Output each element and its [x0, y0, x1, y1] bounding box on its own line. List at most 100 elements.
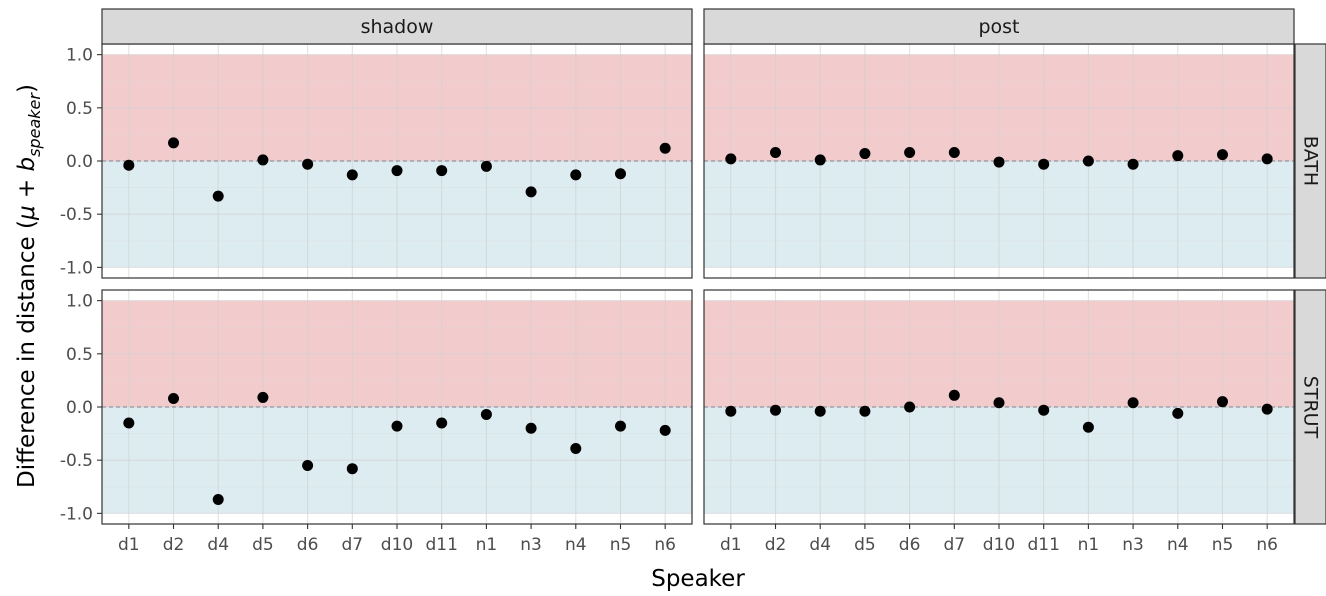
- data-point-n4: [1172, 407, 1184, 419]
- data-point-d10: [993, 397, 1005, 409]
- data-point-d11: [436, 165, 448, 177]
- x-tick-label-d5: d5: [252, 535, 274, 555]
- x-tick-label-n3: n3: [520, 535, 542, 555]
- panel-shadow-strut: [101, 289, 693, 525]
- y-axis-title-mu: μ: [14, 205, 40, 221]
- y-tick-label: 1.0: [66, 46, 93, 66]
- data-point-d1: [725, 153, 737, 165]
- data-point-n3: [525, 422, 537, 434]
- data-point-d1: [123, 417, 135, 429]
- x-tick-label-d11: d11: [1027, 535, 1059, 555]
- data-point-d4: [814, 405, 826, 417]
- x-tick-label-d4: d4: [809, 535, 831, 555]
- x-tick-label-d2: d2: [163, 535, 185, 555]
- column-strip-label: post: [978, 16, 1019, 38]
- data-point-d7: [948, 146, 960, 158]
- data-point-d11: [1038, 158, 1050, 170]
- y-axis-title-suffix: ): [14, 84, 40, 93]
- data-point-n6: [1261, 153, 1273, 165]
- data-point-n3: [1127, 397, 1139, 409]
- x-tick-label-n1: n1: [1078, 535, 1100, 555]
- y-tick-label: -0.5: [60, 205, 93, 225]
- strips-layer: shadow post BATH STRUT: [101, 8, 1326, 525]
- y-tick-label: 0.5: [66, 99, 93, 119]
- x-tick-label-n3: n3: [1122, 535, 1144, 555]
- data-point-d6: [904, 401, 916, 413]
- row-strip-strut: [1294, 289, 1326, 525]
- x-tick-label-d1: d1: [118, 535, 140, 555]
- x-tick-label-d10: d10: [381, 535, 413, 555]
- data-point-d2: [770, 404, 782, 416]
- data-point-n1: [1082, 155, 1094, 167]
- data-point-d4: [212, 190, 224, 202]
- data-point-n6: [1261, 403, 1273, 415]
- x-tick-label-d7: d7: [341, 535, 363, 555]
- data-point-n1: [1082, 421, 1094, 433]
- data-point-n5: [1216, 149, 1228, 161]
- data-point-d7: [346, 463, 358, 475]
- panel-post-bath: [703, 43, 1295, 279]
- column-strip-post: [703, 8, 1295, 45]
- data-point-d5: [859, 148, 871, 160]
- data-point-d6: [904, 146, 916, 158]
- data-point-d6: [302, 158, 314, 170]
- data-point-n5: [1216, 396, 1228, 408]
- x-tick-label-d10: d10: [983, 535, 1015, 555]
- data-point-d5: [257, 391, 269, 403]
- y-tick-label: -1.0: [60, 258, 93, 278]
- data-point-n3: [1127, 158, 1139, 170]
- row-strip-bath: [1294, 43, 1326, 279]
- data-point-n5: [614, 420, 626, 432]
- data-point-n4: [1172, 150, 1184, 162]
- y-tick-label: 0.0: [66, 152, 93, 172]
- y-axis-title-plus: +: [14, 171, 40, 205]
- data-point-d10: [391, 420, 403, 432]
- x-tick-label-n6: n6: [1256, 535, 1278, 555]
- data-point-d2: [168, 392, 180, 404]
- y-axis-title-prefix: Difference in distance (: [14, 220, 40, 488]
- data-point-n4: [570, 442, 582, 454]
- x-tick-label-n4: n4: [1167, 535, 1189, 555]
- x-tick-label-n1: n1: [476, 535, 498, 555]
- data-point-d5: [859, 405, 871, 417]
- x-tick-label-d1: d1: [720, 535, 742, 555]
- data-point-n1: [480, 160, 492, 172]
- y-tick-label: 1.0: [66, 292, 93, 312]
- y-tick-label: 0.0: [66, 398, 93, 418]
- column-strip-shadow: [101, 8, 693, 45]
- data-point-d10: [391, 165, 403, 177]
- data-point-d5: [257, 154, 269, 166]
- data-point-d10: [993, 156, 1005, 168]
- x-axis-title: Speaker: [651, 566, 745, 592]
- data-point-n3: [525, 186, 537, 198]
- y-axis-title: Difference in distance (μ + bspeaker): [14, 84, 44, 488]
- data-point-n4: [570, 169, 582, 181]
- x-tick-label-d7: d7: [943, 535, 965, 555]
- x-tick-label-d5: d5: [854, 535, 876, 555]
- panel-shadow-bath: [101, 43, 693, 279]
- x-tick-label-n6: n6: [654, 535, 676, 555]
- x-tick-label-d6: d6: [297, 535, 319, 555]
- data-point-n1: [480, 408, 492, 420]
- x-tick-label-d11: d11: [425, 535, 457, 555]
- y-tick-label: -1.0: [60, 504, 93, 524]
- row-strip-label: STRUT: [1300, 376, 1322, 439]
- data-point-d7: [948, 389, 960, 401]
- data-point-d4: [212, 494, 224, 506]
- axes-layer: -1.0 -0.5 0.0 0.5 1.0 -1.0 -0.5 0.0 0.5 1.0 d1 d2 d4…: [60, 46, 1278, 555]
- row-strip-label: BATH: [1300, 136, 1322, 186]
- data-point-d4: [814, 154, 826, 166]
- data-point-d11: [436, 417, 448, 429]
- y-tick-label: -0.5: [60, 451, 93, 471]
- data-point-d7: [346, 169, 358, 181]
- x-tick-label-d6: d6: [899, 535, 921, 555]
- y-tick-label: 0.5: [66, 345, 93, 365]
- y-axis-title-b: b: [14, 157, 40, 172]
- x-tick-label-n5: n5: [1212, 535, 1234, 555]
- x-tick-label-d2: d2: [765, 535, 787, 555]
- data-point-d6: [302, 460, 314, 471]
- data-point-d1: [725, 405, 737, 417]
- data-point-d2: [770, 146, 782, 158]
